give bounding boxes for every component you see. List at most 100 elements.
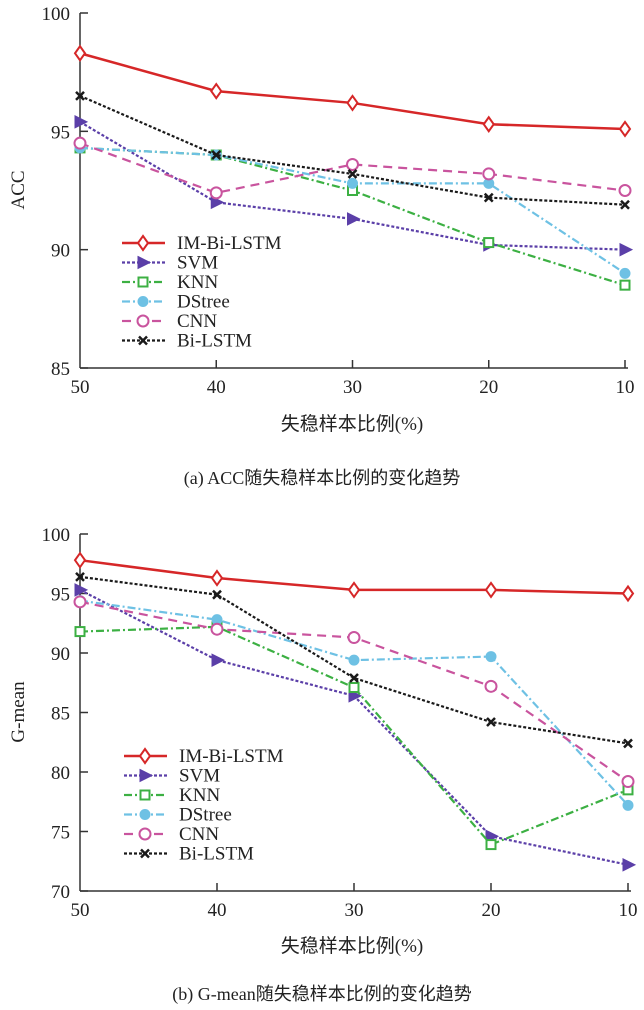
- legend-item: DStree: [124, 805, 232, 826]
- legend-label: DStree: [179, 805, 232, 826]
- legend-item: KNN: [124, 785, 220, 806]
- legend-label: DStree: [177, 292, 230, 313]
- data-point-marker: [212, 589, 222, 600]
- legend-marker: [137, 276, 149, 288]
- data-point-marker: [74, 583, 89, 597]
- series-cnn: [73, 595, 635, 789]
- y-axis-title: G-mean: [8, 681, 29, 743]
- y-tick-label: 95: [51, 585, 70, 606]
- data-point-marker: [485, 651, 497, 663]
- data-point-marker: [346, 157, 359, 171]
- data-point-marker: [483, 192, 494, 203]
- data-point-marker: [75, 90, 85, 101]
- legend-marker: [137, 296, 149, 307]
- legend-label: Bi-LSTM: [179, 844, 254, 865]
- data-point-marker: [482, 167, 496, 181]
- legend-marker: [138, 827, 152, 841]
- legend-item: Bi-LSTM: [122, 331, 252, 352]
- y-tick-label: 100: [42, 525, 71, 546]
- series-line: [79, 625, 629, 846]
- x-tick-label: 50: [71, 900, 90, 921]
- y-tick-label: 90: [51, 644, 70, 665]
- legend-label: SVM: [179, 766, 220, 787]
- data-point-marker: [73, 44, 87, 62]
- x-tick-label: 10: [616, 377, 635, 398]
- data-point-marker: [621, 584, 635, 603]
- legend-marker: [139, 789, 151, 801]
- series-bi-lstm: [75, 90, 630, 210]
- data-point-marker: [484, 679, 498, 693]
- data-point-marker: [482, 115, 495, 133]
- series-svm: [74, 583, 637, 872]
- data-point-marker: [211, 150, 222, 160]
- legend-marker: [140, 848, 150, 859]
- y-tick-label: 85: [51, 359, 70, 380]
- x-tick-label: 40: [208, 900, 227, 921]
- data-point-marker: [347, 177, 358, 189]
- data-point-marker: [483, 237, 495, 249]
- data-point-marker: [619, 279, 631, 291]
- x-tick-label: 20: [479, 377, 498, 398]
- legend-item: SVM: [122, 253, 218, 274]
- series-line: [79, 599, 629, 807]
- data-point-marker: [73, 136, 87, 150]
- legend-marker: [136, 234, 150, 252]
- data-point-marker: [349, 673, 359, 683]
- data-point-marker: [210, 82, 223, 100]
- data-point-marker: [622, 799, 634, 811]
- legend-label: CNN: [179, 824, 219, 845]
- data-point-marker: [486, 717, 496, 727]
- series-line: [79, 52, 626, 131]
- x-tick-label: 10: [619, 900, 638, 921]
- x-tick-label: 50: [71, 377, 90, 398]
- y-tick-label: 80: [51, 763, 70, 784]
- series-im-bi-lstm: [73, 44, 632, 138]
- chart-caption: (b) G-mean随失稳样本比例的变化趋势: [172, 984, 471, 1005]
- data-point-marker: [621, 775, 635, 789]
- legend-item: IM-Bi-LSTM: [122, 233, 282, 254]
- x-tick-label: 20: [482, 900, 501, 921]
- series-dstree: [74, 595, 634, 811]
- data-point-marker: [73, 551, 87, 569]
- data-point-marker: [347, 169, 358, 179]
- data-point-marker: [74, 115, 89, 129]
- data-point-marker: [347, 581, 361, 599]
- series-line: [79, 575, 629, 745]
- legend-item: CNN: [122, 311, 217, 332]
- x-tick-label: 30: [345, 900, 364, 921]
- legend-marker: [137, 255, 152, 270]
- data-point-marker: [210, 195, 225, 210]
- x-axis-title: 失稳样本比例(%): [281, 413, 423, 435]
- legend-item: CNN: [124, 824, 219, 845]
- data-point-marker: [484, 581, 498, 599]
- y-tick-label: 95: [51, 122, 70, 143]
- y-tick-label: 100: [42, 4, 71, 25]
- data-point-marker: [618, 184, 632, 197]
- legend-label: KNN: [179, 785, 220, 806]
- y-tick-label: 75: [51, 823, 70, 844]
- legend-marker: [139, 809, 151, 820]
- x-tick-label: 30: [343, 377, 362, 398]
- data-point-marker: [623, 738, 633, 749]
- y-tick-label: 70: [51, 882, 70, 903]
- legend-label: IM-Bi-LSTM: [179, 746, 284, 767]
- y-tick-label: 90: [51, 241, 70, 262]
- data-point-marker: [620, 199, 630, 210]
- chart-acc: ACC 失稳样本比例(%) (a) ACC随失稳样本比例的变化趋势 85 90 95…: [8, 4, 635, 489]
- data-point-marker: [75, 571, 85, 582]
- legend-label: CNN: [177, 311, 217, 332]
- data-point-marker: [619, 267, 631, 279]
- data-point-marker: [347, 631, 361, 645]
- series-im-bi-lstm: [73, 551, 635, 603]
- legend-label: SVM: [177, 253, 218, 274]
- data-point-marker: [618, 120, 632, 138]
- y-axis-title: ACC: [8, 170, 29, 209]
- x-tick-label: 40: [207, 377, 226, 398]
- data-point-marker: [209, 186, 223, 200]
- legend-item: Bi-LSTM: [124, 844, 254, 865]
- data-point-marker: [73, 595, 87, 609]
- chart-gmean: G-mean 失稳样本比例(%) (b) G-mean随失稳样本比例的变化趋势 …: [8, 525, 638, 1005]
